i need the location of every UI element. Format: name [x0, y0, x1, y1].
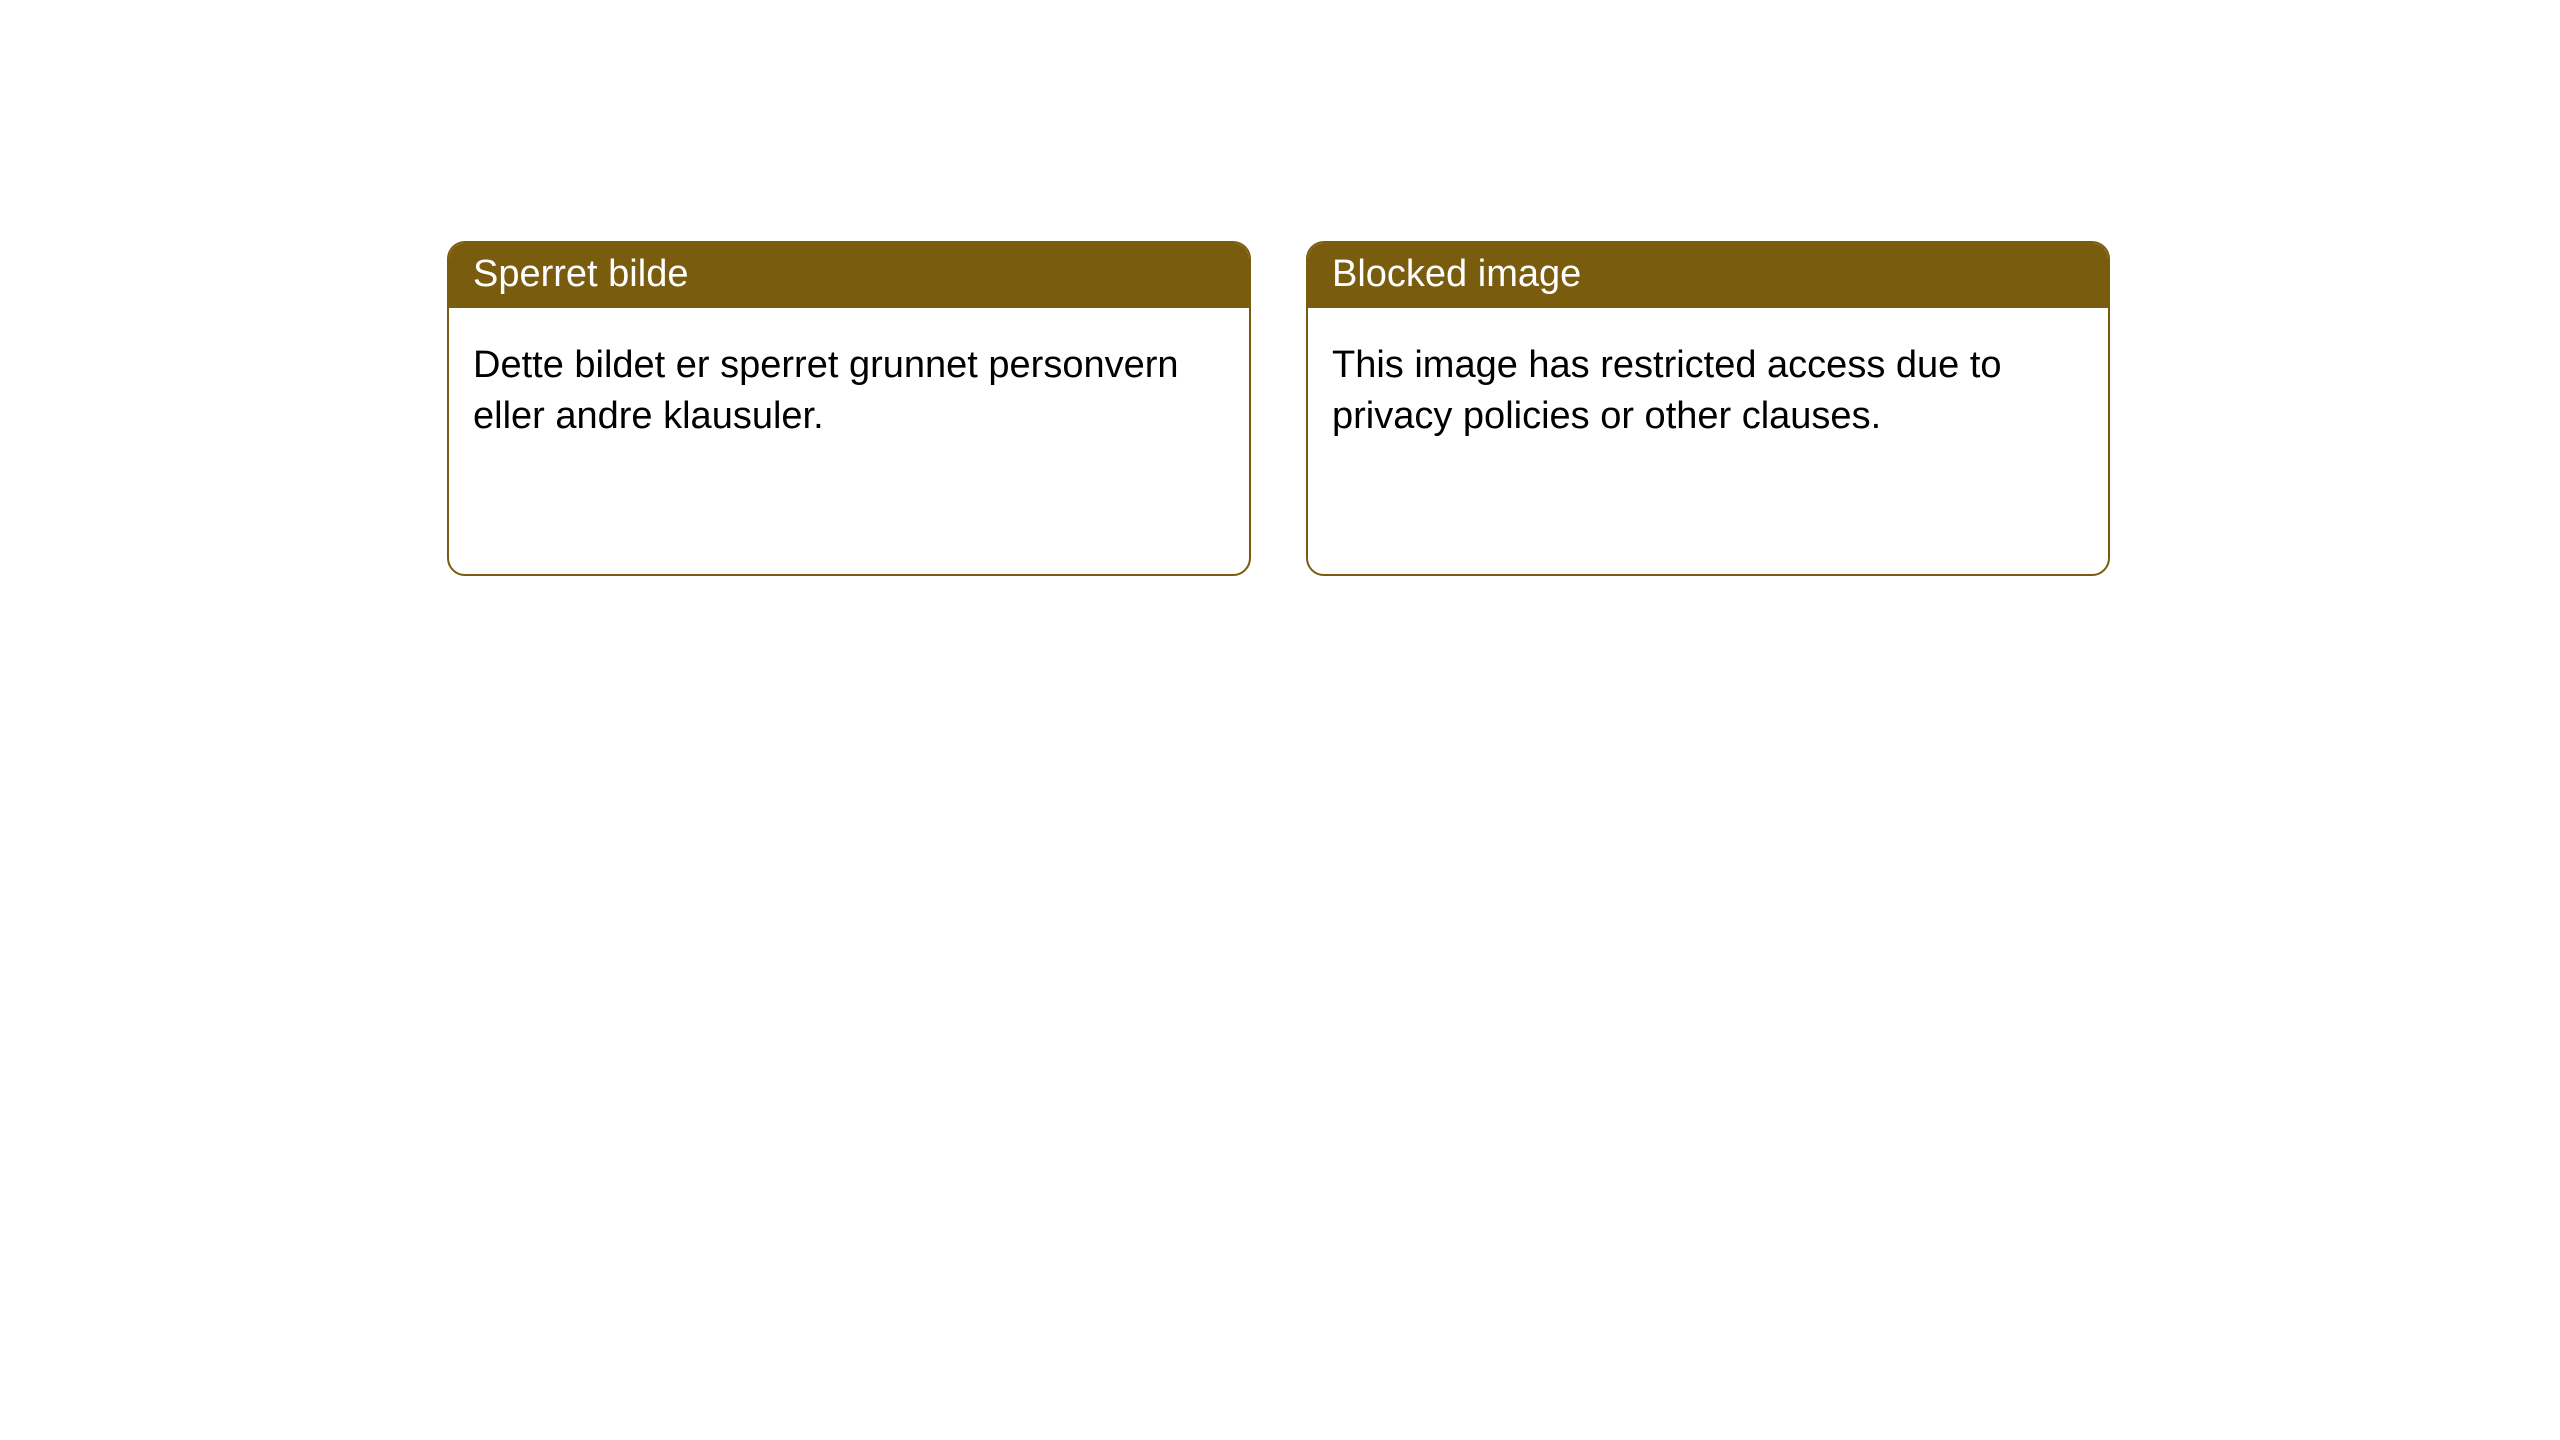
notice-card-norwegian: Sperret bilde Dette bildet er sperret gr…: [447, 241, 1251, 576]
notice-body-norwegian: Dette bildet er sperret grunnet personve…: [449, 308, 1249, 475]
notice-title-english: Blocked image: [1308, 243, 2108, 308]
notice-container: Sperret bilde Dette bildet er sperret gr…: [447, 241, 2110, 576]
notice-title-norwegian: Sperret bilde: [449, 243, 1249, 308]
notice-body-english: This image has restricted access due to …: [1308, 308, 2108, 475]
notice-card-english: Blocked image This image has restricted …: [1306, 241, 2110, 576]
